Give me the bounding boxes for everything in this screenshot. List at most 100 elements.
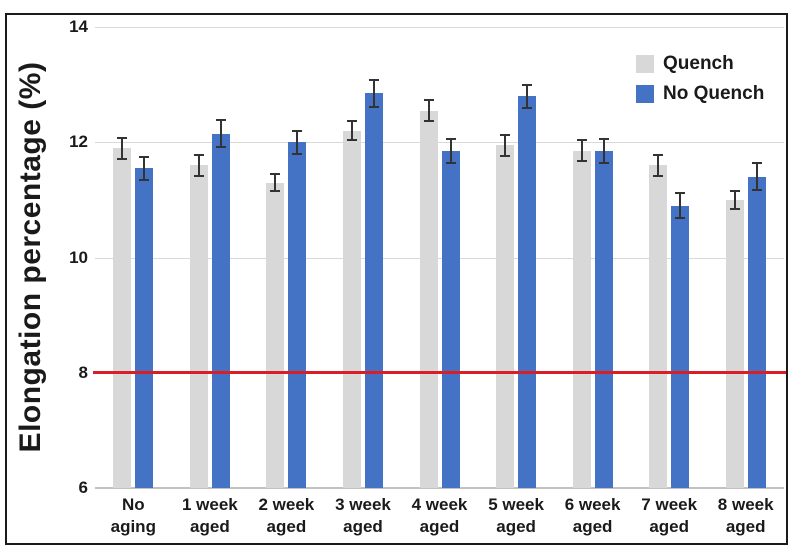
error-bar-no-quench-5 (445, 138, 456, 164)
error-bar-no-quench-8 (675, 192, 686, 219)
bar-no-quench-4 (364, 93, 383, 488)
error-bar-stem (733, 191, 736, 209)
error-bar-cap-bottom (215, 145, 226, 148)
error-bar-stem (755, 163, 758, 191)
plot-area (95, 27, 784, 489)
legend-label: No Quench (663, 83, 765, 104)
bar-no-quench-8 (671, 205, 690, 488)
error-bar-quench-8 (653, 153, 664, 177)
error-bar-no-quench-3 (292, 129, 303, 155)
error-bar-cap-bottom (576, 160, 587, 163)
error-bar-quench-3 (270, 172, 281, 193)
x-tick-label-2: 1 week aged (172, 494, 249, 538)
error-bar-cap-bottom (675, 216, 686, 219)
x-tick-label-line: 8 week (717, 495, 774, 514)
error-bar-quench-2 (193, 153, 204, 177)
error-bar-stem (143, 156, 146, 180)
x-tick-label-line: 4 week (411, 495, 468, 514)
error-bar-stem (219, 120, 222, 147)
error-bar-cap-bottom (751, 189, 762, 192)
error-bar-cap-bottom (522, 106, 533, 109)
x-tick-label-line: aging (110, 517, 156, 536)
error-bar-stem (350, 121, 353, 141)
bar-quench-1 (113, 148, 132, 488)
error-bar-cap-bottom (368, 105, 379, 108)
x-tick-label-line: 5 week (488, 495, 544, 514)
y-tick-label-8: 8 (78, 362, 88, 382)
bar-quench-4 (342, 130, 361, 488)
bar-quench-9 (725, 199, 744, 488)
error-bar-no-quench-1 (139, 155, 150, 181)
error-bar-cap-bottom (117, 157, 128, 160)
bar-no-quench-2 (211, 133, 230, 488)
legend-swatch-icon (636, 85, 654, 103)
error-bar-quench-5 (423, 99, 434, 122)
x-tick-label-4: 3 week aged (325, 494, 402, 538)
error-bar-stem (526, 84, 529, 108)
legend: Quench No Quench (636, 49, 764, 109)
x-tick-label-1: No aging (95, 494, 172, 538)
x-tick-label-line: 3 week (335, 495, 391, 514)
error-bar-stem (372, 79, 375, 107)
x-tick-label-6: 5 week aged (478, 494, 555, 538)
gridline-y-14 (95, 27, 784, 28)
error-bar-stem (449, 139, 452, 163)
legend-label: Quench (663, 53, 734, 74)
x-axis-line (95, 487, 784, 489)
error-bar-stem (602, 139, 605, 163)
y-tick-label-14: 14 (69, 17, 88, 36)
x-tick-label-line: aged (190, 517, 230, 536)
error-bar-cap-bottom (445, 161, 456, 164)
legend-item-no-quench: No Quench (636, 79, 764, 109)
error-bar-no-quench-6 (522, 83, 533, 109)
error-bar-no-quench-2 (215, 119, 226, 148)
x-tick-label-7: 6 week aged (554, 494, 631, 538)
error-bar-cap-bottom (193, 174, 204, 177)
error-bar-stem (580, 140, 583, 162)
x-tick-label-line: 6 week (564, 495, 621, 514)
error-bar-stem (197, 154, 200, 176)
error-bar-stem (427, 100, 430, 121)
bar-no-quench-5 (441, 150, 460, 488)
reference-line (93, 371, 786, 375)
error-bar-stem (274, 173, 277, 192)
error-bar-cap-bottom (346, 139, 357, 142)
bar-quench-3 (266, 182, 285, 488)
bar-quench-8 (649, 165, 668, 488)
bar-no-quench-6 (518, 96, 537, 488)
gridline-y-10 (95, 257, 784, 259)
bar-quench-6 (496, 145, 515, 488)
x-tick-label-line: aged (266, 517, 307, 536)
error-bar-stem (679, 193, 682, 218)
bar-no-quench-9 (747, 176, 766, 488)
error-bar-quench-7 (576, 139, 587, 163)
error-bar-quench-4 (346, 120, 357, 142)
x-tick-label-line: aged (572, 517, 613, 536)
bar-quench-7 (572, 150, 591, 488)
error-bar-no-quench-9 (751, 162, 762, 192)
error-bar-quench-9 (729, 190, 740, 210)
error-bar-stem (504, 134, 507, 156)
x-tick-label-9: 8 week aged (707, 494, 784, 538)
error-bar-cap-bottom (729, 207, 740, 210)
error-bar-cap-bottom (270, 190, 281, 193)
x-tick-label-line: 7 week (641, 495, 698, 514)
legend-swatch-icon (636, 55, 654, 73)
y-tick-label-10: 10 (69, 247, 88, 267)
x-tick-label-line: 2 week (258, 495, 315, 514)
error-bar-quench-6 (500, 133, 511, 157)
error-bar-cap-bottom (500, 154, 511, 157)
error-bar-cap-bottom (139, 178, 150, 181)
x-tick-label-line: aged (496, 517, 536, 536)
x-tick-label-line: aged (343, 517, 383, 536)
legend-item-quench: Quench (636, 49, 764, 79)
error-bar-cap-bottom (598, 161, 609, 164)
x-tick-label-line: aged (649, 517, 690, 536)
x-tick-label-3: 2 week aged (248, 494, 325, 538)
error-bar-stem (121, 137, 124, 159)
bar-no-quench-3 (288, 142, 307, 489)
error-bar-quench-1 (117, 136, 128, 160)
error-bar-no-quench-4 (368, 78, 379, 108)
bar-no-quench-1 (135, 168, 154, 488)
